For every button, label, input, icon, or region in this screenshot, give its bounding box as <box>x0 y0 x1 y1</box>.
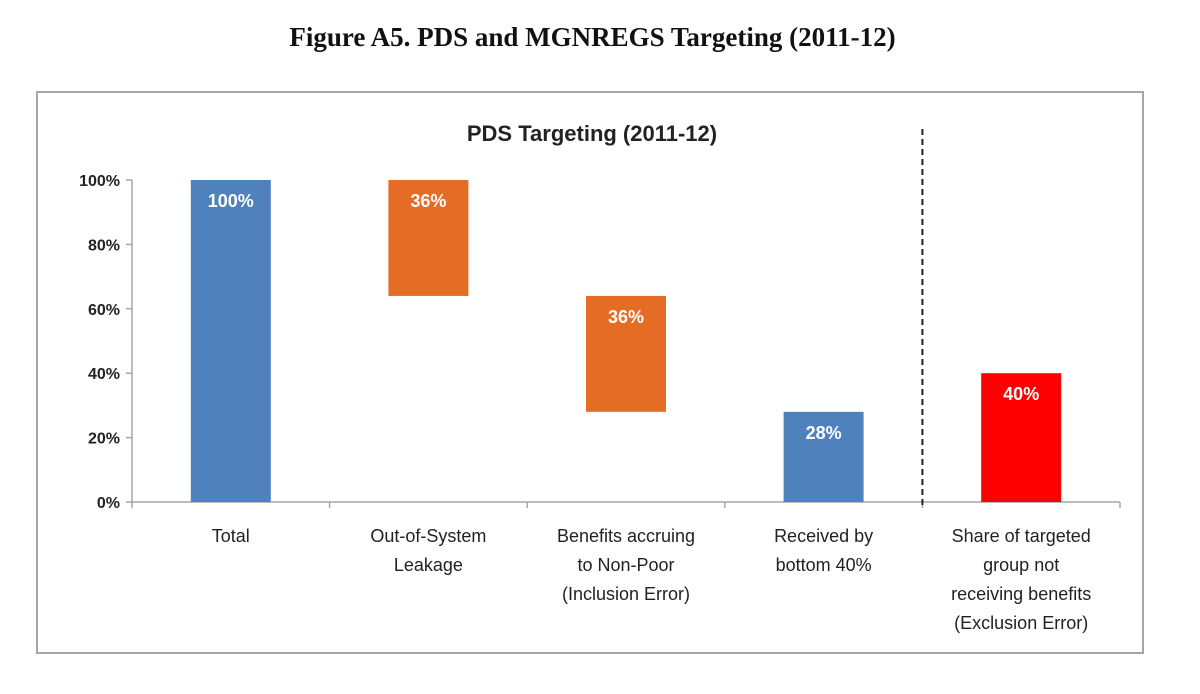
y-tick-label: 40% <box>88 366 120 383</box>
bar-value-label: 40% <box>1003 384 1039 404</box>
category-label-line: (Exclusion Error) <box>954 613 1088 633</box>
bar-value-label: 36% <box>608 307 644 327</box>
category-label: Out-of-System Leakage <box>370 526 486 575</box>
y-tick-label: 80% <box>88 237 120 254</box>
category-label-line: Total <box>212 526 250 546</box>
category-label-line: Leakage <box>394 555 463 575</box>
y-tick-label: 100% <box>79 173 120 190</box>
y-axis-ticks: 0% 20% 40% 60% 80% 100% <box>79 173 132 512</box>
category-label: Benefits accruing to Non-Poor (Inclusion E… <box>557 526 695 604</box>
category-label-line: Benefits accruing <box>557 526 695 546</box>
y-tick-label: 20% <box>88 431 120 448</box>
bar <box>981 373 1062 502</box>
bar <box>388 180 469 296</box>
category-label-line: Share of targeted <box>952 526 1091 546</box>
bar-value-label: 28% <box>806 423 842 443</box>
category-label-line: receiving benefits <box>951 584 1091 604</box>
category-label: Total <box>212 526 250 546</box>
category-label-line: Out-of-System <box>370 526 486 546</box>
category-label: Received by bottom 40% <box>774 526 873 575</box>
bar <box>586 295 666 412</box>
figure-title: Figure A5. PDS and MGNREGS Targeting (20… <box>289 22 896 52</box>
category-label-line: bottom 40% <box>776 555 872 575</box>
y-tick-label: 60% <box>88 302 120 319</box>
category-label-line: to Non-Poor <box>577 555 674 575</box>
chart-svg: PDS Targeting (2011-12) 0% 20% 40% 60% 80% 10… <box>79 121 1121 633</box>
axes <box>131 129 1121 508</box>
category-label: Share of targeted group not receiving bene… <box>951 526 1091 633</box>
category-labels: Total Out-of-System Leakage Benefits accrui… <box>212 526 1091 633</box>
category-label-line: Received by <box>774 526 873 546</box>
bar <box>190 180 271 502</box>
chart-title: PDS Targeting (2011-12) <box>467 121 717 146</box>
bar <box>783 411 864 502</box>
y-tick-label: 0% <box>97 495 120 512</box>
chart-frame: PDS Targeting (2011-12) 0% 20% 40% 60% 80% 10… <box>36 91 1144 654</box>
category-label-line: group not <box>983 555 1059 575</box>
bar-value-label: 100% <box>208 191 254 211</box>
bar-value-label: 36% <box>410 191 446 211</box>
category-label-line: (Inclusion Error) <box>562 584 690 604</box>
bars: 100% 36% 36% 28% 40% <box>190 180 1062 502</box>
